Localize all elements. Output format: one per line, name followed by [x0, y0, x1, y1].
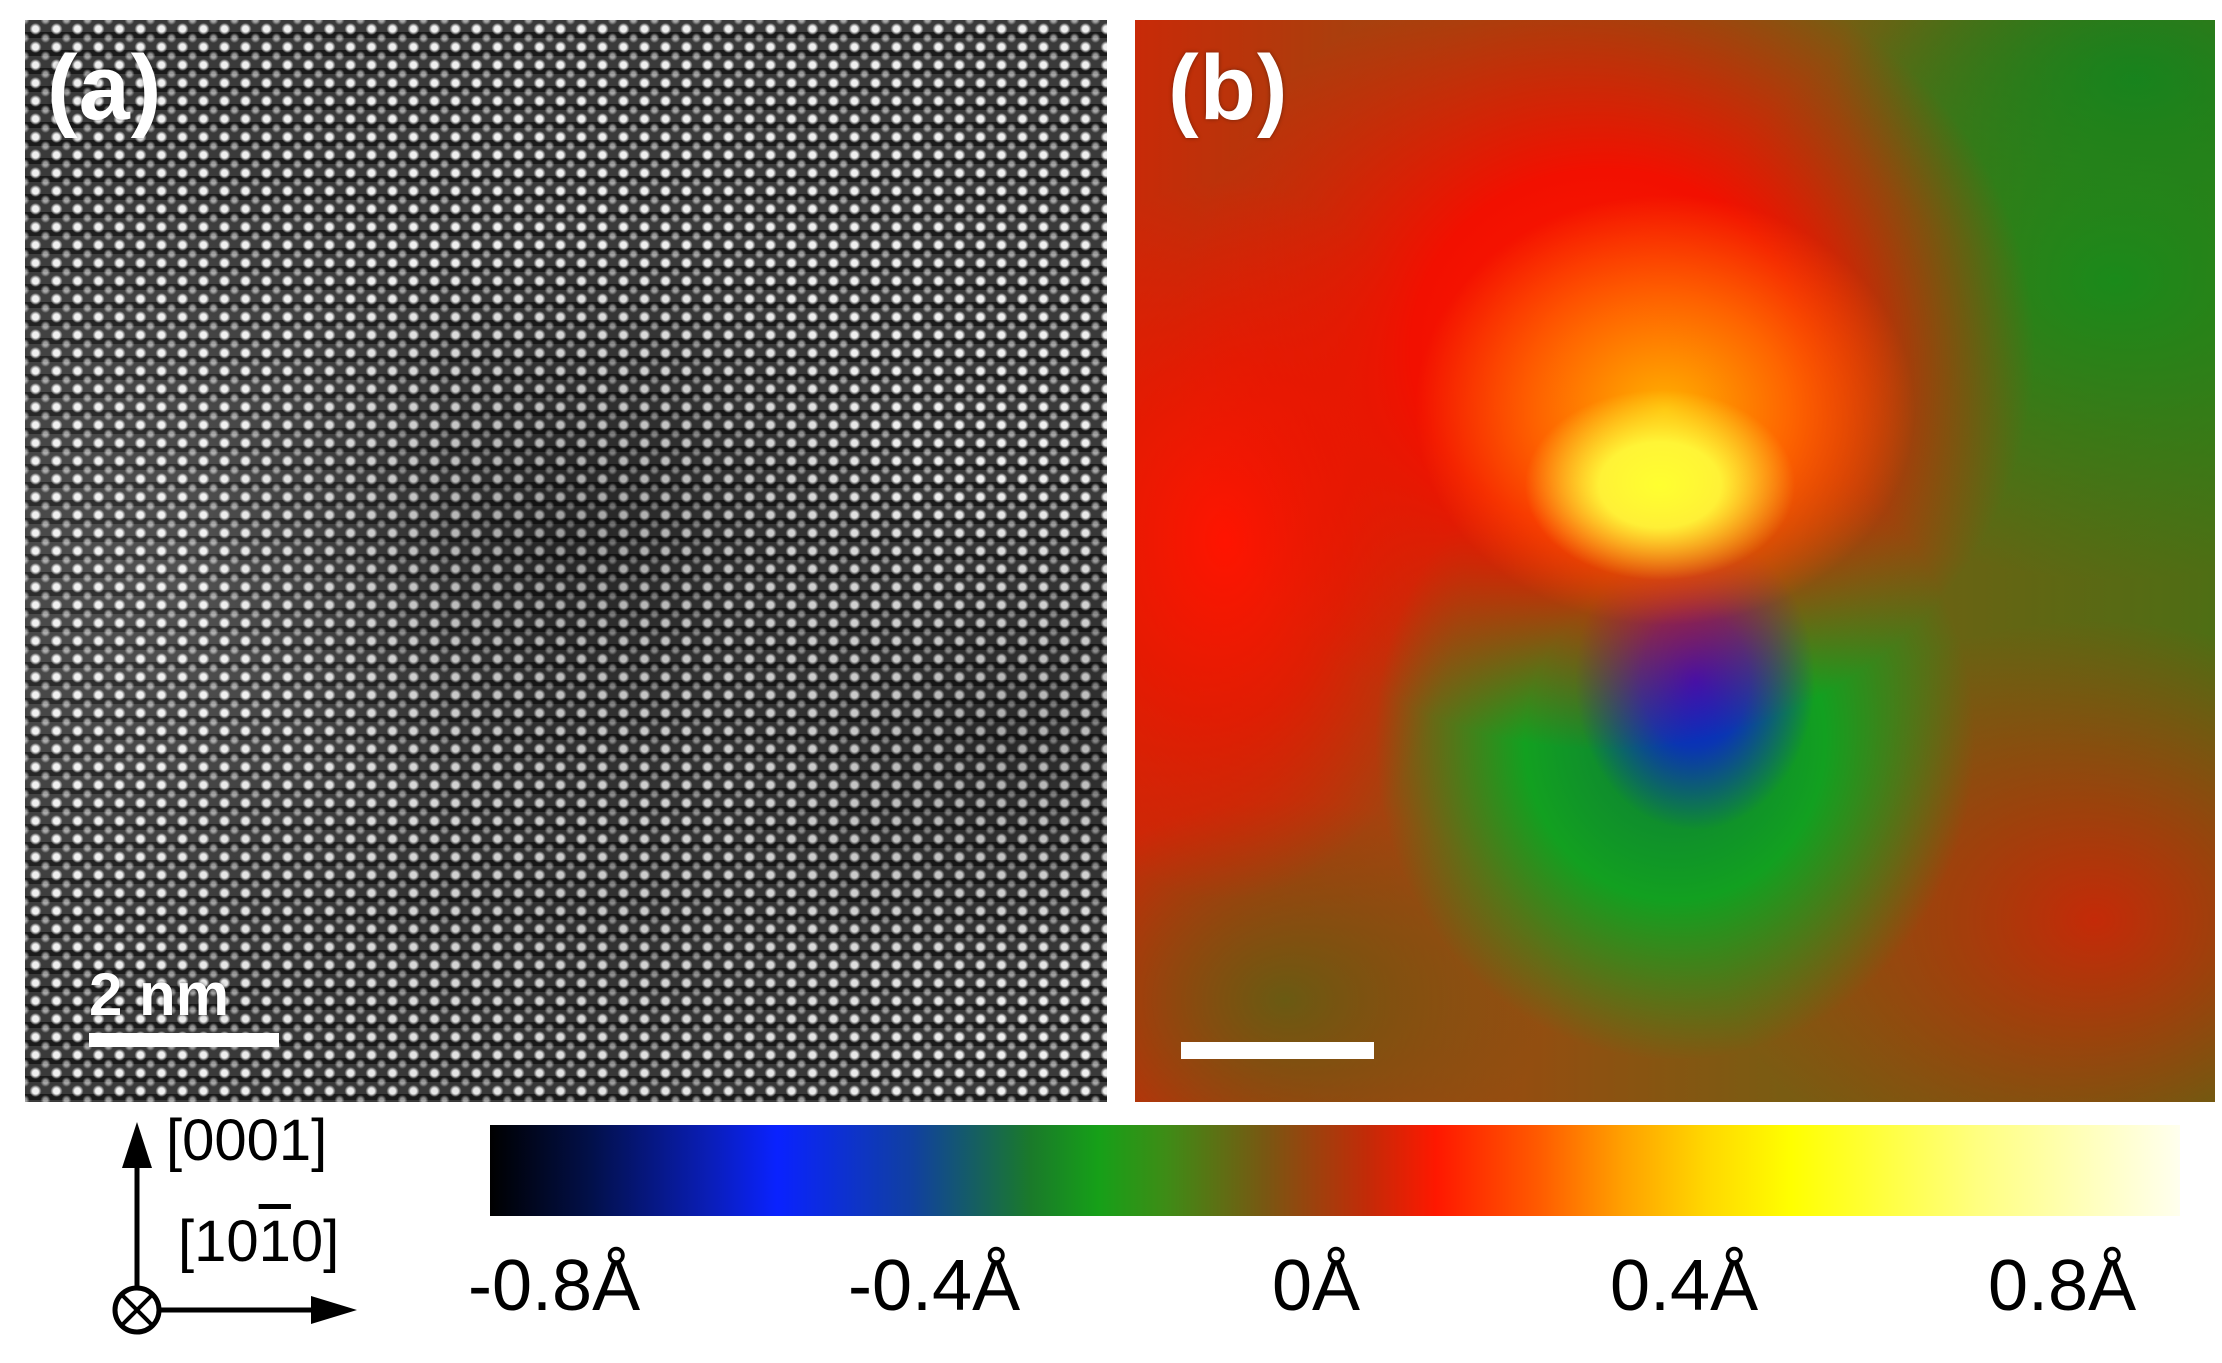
orientation-axes: [112, 1122, 357, 1335]
hrtem-lattice-image: (a) 2 nm: [25, 20, 1107, 1102]
axis-label-overbar-digit: 1: [258, 1209, 291, 1274]
scale-bar-label: 2 nm: [89, 961, 230, 1028]
scale-bar-b: [1181, 1042, 1374, 1059]
panel-a-label: (a): [47, 37, 163, 139]
lattice-texture: [25, 20, 1107, 1102]
displacement-map: (b): [1135, 20, 2215, 1102]
scale-bar-a: [89, 1033, 279, 1047]
colorbar-tick: 0Å: [1272, 1246, 1361, 1326]
displacement-map-colors: [1135, 20, 2215, 1102]
axis-label-prefix: [10: [178, 1209, 259, 1274]
colorbar-tick: -0.4Å: [848, 1246, 1021, 1326]
colorbar-tick: 0.4Å: [1610, 1246, 1759, 1326]
axis-label-suffix: 0]: [290, 1209, 340, 1274]
into-page-circle-icon: [112, 1285, 162, 1335]
colorbar-tick: -0.8Å: [468, 1246, 641, 1326]
panel-b-label: (b): [1168, 37, 1289, 139]
lattice-contrast-shading: [25, 20, 1107, 1102]
colorbar-tick: 0.8Å: [1988, 1246, 2137, 1326]
colorbar: [490, 1125, 2180, 1216]
right-arrow-icon: [137, 1296, 357, 1324]
up-arrow-icon: [122, 1122, 152, 1310]
axis-label-0001: [0001]: [166, 1108, 328, 1173]
axis-label-10-10: [1010]: [178, 1213, 339, 1271]
